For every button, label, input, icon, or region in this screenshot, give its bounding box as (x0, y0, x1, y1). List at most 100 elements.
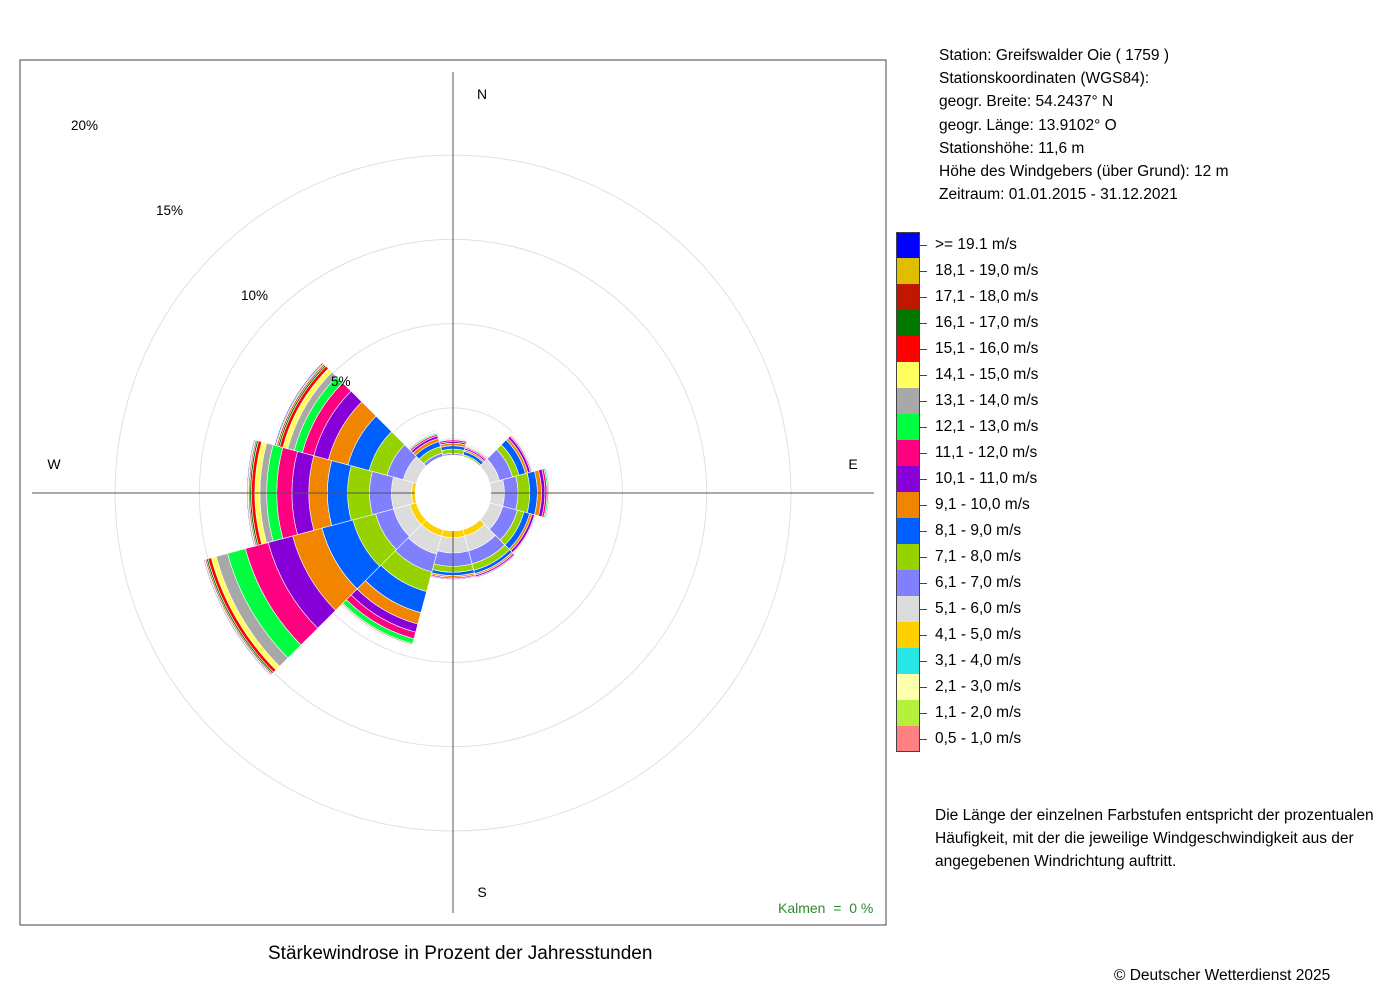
legend-item: 17,1 - 18,0 m/s (896, 284, 1196, 310)
legend-tick (920, 661, 927, 662)
legend-swatch (896, 622, 920, 648)
legend-item: 18,1 - 19,0 m/s (896, 258, 1196, 284)
legend-item: 2,1 - 3,0 m/s (896, 674, 1196, 700)
legend-item: 3,1 - 4,0 m/s (896, 648, 1196, 674)
sector-330deg (405, 428, 444, 467)
longitude: geogr. Länge: 13.9102° O (939, 116, 1117, 134)
legend-tick (920, 505, 927, 506)
chart-title: Stärkewindrose in Prozent der Jahresstun… (268, 943, 653, 964)
legend-swatch (896, 232, 920, 258)
legend-label: 10,1 - 11,0 m/s (935, 470, 1038, 487)
legend-label: 18,1 - 19,0 m/s (935, 262, 1039, 279)
sector-band (405, 428, 437, 447)
legend-swatch (896, 336, 920, 362)
legend-swatch (896, 310, 920, 336)
legend-tick (920, 297, 927, 298)
legend-item: 13,1 - 14,0 m/s (896, 388, 1196, 414)
legend-label: >= 19.1 m/s (935, 236, 1017, 253)
legend-label: 5,1 - 6,0 m/s (935, 600, 1022, 617)
legend-tick (920, 271, 927, 272)
legend-swatch (896, 492, 920, 518)
legend-item: 6,1 - 7,0 m/s (896, 570, 1196, 596)
legend-item: 12,1 - 13,0 m/s (896, 414, 1196, 440)
legend-item: 9,1 - 10,0 m/s (896, 492, 1196, 518)
compass-e: E (848, 456, 857, 472)
legend-item: 16,1 - 17,0 m/s (896, 310, 1196, 336)
sector-band (476, 556, 518, 582)
legend-item: 11,1 - 12,0 m/s (896, 440, 1196, 466)
legend-swatch (896, 440, 920, 466)
legend-tick (920, 349, 927, 350)
legend-tick (920, 687, 927, 688)
explanation-note: Die Länge der einzelnen Farbstufen entsp… (935, 807, 1374, 870)
legend-swatch (896, 362, 920, 388)
period: Zeitraum: 01.01.2015 - 31.12.2021 (939, 186, 1178, 204)
legend-item: 4,1 - 5,0 m/s (896, 622, 1196, 648)
sector-band (246, 439, 256, 547)
legend-item: 8,1 - 9,0 m/s (896, 518, 1196, 544)
coords-label: Stationskoordinaten (WGS84): (939, 70, 1150, 88)
sector-30deg (462, 442, 491, 467)
legend-label: 1,1 - 2,0 m/s (935, 704, 1022, 721)
compass-w: W (47, 456, 61, 472)
legend-swatch (896, 414, 920, 440)
legend-label: 15,1 - 16,0 m/s (935, 340, 1039, 357)
legend-label: 9,1 - 10,0 m/s (935, 496, 1030, 513)
legend-item: 15,1 - 16,0 m/s (896, 336, 1196, 362)
legend-swatch (896, 466, 920, 492)
ring-label: 15% (156, 203, 183, 218)
legend-swatch (896, 648, 920, 674)
sector-band (437, 435, 469, 439)
legend-tick (920, 609, 927, 610)
legend-swatch (896, 544, 920, 570)
legend-swatch (896, 700, 920, 726)
ring-label: 5% (331, 374, 351, 389)
legend-item: 7,1 - 8,0 m/s (896, 544, 1196, 570)
legend-tick (920, 557, 927, 558)
legend-item: >= 19.1 m/s (896, 232, 1196, 258)
legend-label: 4,1 - 5,0 m/s (935, 626, 1022, 643)
elevation: Stationshöhe: 11,6 m (939, 139, 1085, 157)
legend-item: 14,1 - 15,0 m/s (896, 362, 1196, 388)
plot-frame (19, 59, 887, 926)
legend-swatch (896, 570, 920, 596)
legend-swatch (896, 726, 920, 752)
legend-label: 6,1 - 7,0 m/s (935, 574, 1022, 591)
legend-swatch (896, 596, 920, 622)
sector-210deg (339, 519, 444, 649)
legend-label: 0,5 - 1,0 m/s (935, 730, 1022, 747)
legend-label: 16,1 - 17,0 m/s (935, 314, 1039, 331)
calm-label: Kalmen = 0 % (778, 900, 874, 916)
legend-item: 5,1 - 6,0 m/s (896, 596, 1196, 622)
legend-swatch (896, 284, 920, 310)
station-name: Station: Greifswalder Oie ( 1759 ) (939, 47, 1170, 64)
legend-label: 2,1 - 3,0 m/s (935, 678, 1022, 695)
speed-legend: >= 19.1 m/s 18,1 - 19,0 m/s 17,1 - 18,0 m/… (896, 232, 1196, 752)
legend-item: 1,1 - 2,0 m/s (896, 700, 1196, 726)
legend-item: 0,5 - 1,0 m/s (896, 726, 1196, 752)
ring-label: 10% (241, 288, 268, 303)
legend-label: 7,1 - 8,0 m/s (935, 548, 1022, 565)
legend-tick (920, 713, 927, 714)
sector-band (548, 466, 553, 520)
latitude: geogr. Breite: 54.2437° N (939, 93, 1114, 111)
sector-band (203, 559, 272, 677)
legend-label: 3,1 - 4,0 m/s (935, 652, 1022, 669)
copyright: © Deutscher Wetterdienst 2025 (1114, 967, 1331, 984)
legend-tick (920, 635, 927, 636)
legend-label: 17,1 - 18,0 m/s (935, 288, 1039, 305)
legend-tick (920, 583, 927, 584)
legend-tick (920, 531, 927, 532)
legend-tick (920, 323, 927, 324)
legend-tick (920, 479, 927, 480)
sector-300deg (274, 362, 427, 484)
legend-label: 12,1 - 13,0 m/s (935, 418, 1039, 435)
legend-label: 11,1 - 12,0 m/s (935, 444, 1038, 461)
legend-item: 10,1 - 11,0 m/s (896, 466, 1196, 492)
legend-swatch (896, 674, 920, 700)
center-hole (415, 455, 491, 531)
ring-label: 20% (71, 118, 98, 133)
legend-tick (920, 453, 927, 454)
legend-label: 14,1 - 15,0 m/s (935, 366, 1039, 383)
